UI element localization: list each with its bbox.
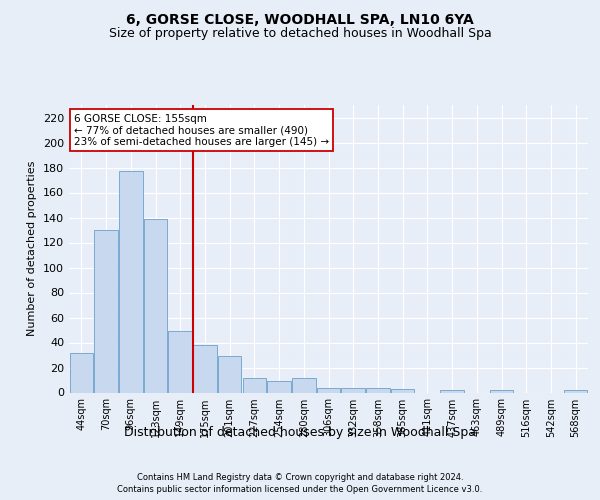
Bar — [490, 390, 513, 392]
Text: Distribution of detached houses by size in Woodhall Spa: Distribution of detached houses by size … — [124, 426, 476, 439]
Bar — [341, 388, 365, 392]
Bar — [193, 345, 217, 393]
Bar — [317, 388, 340, 392]
Bar — [242, 378, 266, 392]
Bar — [119, 171, 143, 392]
Text: 6, GORSE CLOSE, WOODHALL SPA, LN10 6YA: 6, GORSE CLOSE, WOODHALL SPA, LN10 6YA — [126, 12, 474, 26]
Bar — [292, 378, 316, 392]
Y-axis label: Number of detached properties: Number of detached properties — [28, 161, 37, 336]
Bar — [94, 230, 118, 392]
Bar — [366, 388, 389, 392]
Bar — [218, 356, 241, 393]
Bar — [70, 352, 93, 393]
Text: Size of property relative to detached houses in Woodhall Spa: Size of property relative to detached ho… — [109, 28, 491, 40]
Text: 6 GORSE CLOSE: 155sqm
← 77% of detached houses are smaller (490)
23% of semi-det: 6 GORSE CLOSE: 155sqm ← 77% of detached … — [74, 114, 329, 147]
Bar — [440, 390, 464, 392]
Bar — [169, 331, 192, 392]
Bar — [144, 219, 167, 392]
Text: Contains HM Land Registry data © Crown copyright and database right 2024.: Contains HM Land Registry data © Crown c… — [137, 472, 463, 482]
Bar — [564, 390, 587, 392]
Text: Contains public sector information licensed under the Open Government Licence v3: Contains public sector information licen… — [118, 485, 482, 494]
Bar — [391, 389, 415, 392]
Bar — [268, 381, 291, 392]
